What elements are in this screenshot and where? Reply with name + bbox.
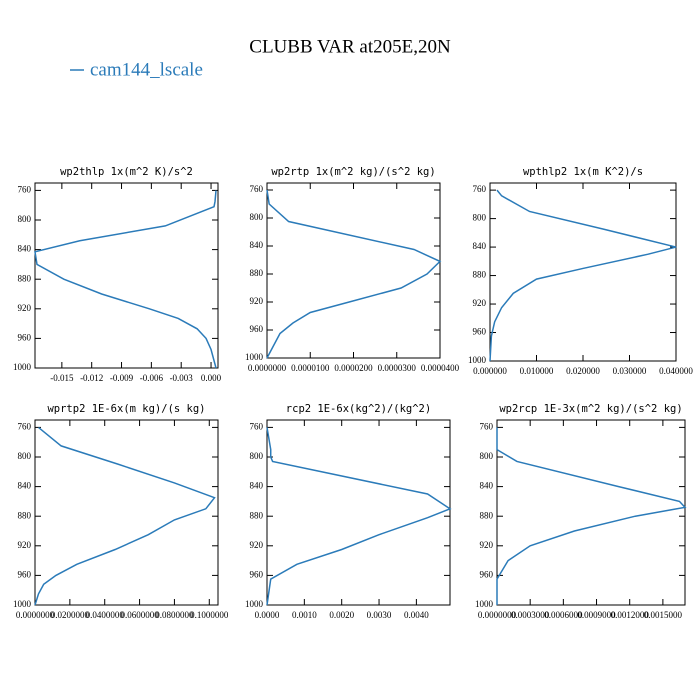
x-tick-label: 0.1000000: [190, 610, 229, 620]
y-tick-label: 760: [250, 421, 264, 431]
legend-label: cam144_lscale: [90, 59, 203, 80]
y-tick-label: 800: [18, 214, 32, 224]
y-tick-label: 920: [250, 296, 264, 306]
data-line: [489, 189, 677, 362]
y-tick-label: 800: [480, 451, 494, 461]
y-tick-label: 1000: [468, 355, 487, 365]
y-tick-label: 880: [250, 510, 264, 520]
y-tick-label: 800: [473, 213, 487, 223]
y-tick-label: 920: [473, 298, 487, 308]
y-tick-label: 880: [473, 270, 487, 280]
x-tick-label: 0.0010: [292, 610, 317, 620]
y-tick-label: 760: [473, 184, 487, 194]
x-tick-label: -0.015: [50, 373, 74, 383]
x-tick-label: 0.0200000: [51, 610, 90, 620]
panel-title: wpthlp2 1x(m K^2)/s: [523, 166, 643, 178]
y-tick-label: 920: [250, 540, 264, 550]
x-tick-label: 0.0003000: [511, 610, 550, 620]
x-tick-label: 0.0006000: [544, 610, 583, 620]
x-tick-label: 0.0009000: [577, 610, 616, 620]
y-tick-label: 960: [18, 569, 32, 579]
data-line: [266, 427, 452, 606]
y-tick-label: 840: [480, 481, 494, 491]
y-tick-label: 800: [18, 451, 32, 461]
plot-frame: [34, 182, 219, 369]
y-tick-label: 920: [18, 540, 32, 550]
y-tick-label: 960: [480, 569, 494, 579]
panel-title: wp2rcp 1E-3x(m^2 kg)/(s^2 kg): [499, 403, 682, 415]
x-tick-label: 0.010000: [520, 366, 554, 376]
figure-title: CLUBB VAR at205E,20N: [249, 36, 451, 57]
y-tick-label: 1000: [13, 362, 32, 372]
panel-title: rcp2 1E-6x(kg^2)/(kg^2): [286, 403, 431, 415]
x-tick-label: -0.006: [140, 373, 164, 383]
x-tick-label: -0.012: [80, 373, 103, 383]
data-line: [496, 427, 687, 605]
y-tick-label: 1000: [475, 599, 494, 609]
data-line: [266, 189, 442, 359]
x-tick-label: -0.009: [110, 373, 134, 383]
y-tick-label: 840: [250, 481, 264, 491]
y-tick-label: 760: [480, 421, 494, 431]
y-tick-label: 800: [250, 212, 264, 222]
x-tick-label: 0.0015000: [644, 610, 683, 620]
x-tick-label: 0.0040: [404, 610, 429, 620]
y-tick-label: 1000: [13, 599, 32, 609]
plot-frame: [266, 419, 451, 606]
y-tick-label: 760: [18, 184, 32, 194]
y-tick-label: 840: [18, 481, 32, 491]
y-tick-label: 840: [250, 240, 264, 250]
y-tick-label: 960: [18, 332, 32, 342]
y-tick-label: 920: [480, 540, 494, 550]
panel-title: wp2rtp 1x(m^2 kg)/(s^2 kg): [271, 166, 435, 178]
x-tick-label: 0.0800000: [155, 610, 194, 620]
data-line: [34, 426, 216, 606]
x-tick-label: 0.0000400: [421, 363, 460, 373]
x-tick-label: 0.0020: [329, 610, 354, 620]
y-tick-label: 1000: [245, 599, 264, 609]
x-tick-label: 0.0600000: [120, 610, 159, 620]
x-tick-label: -0.003: [170, 373, 194, 383]
y-tick-label: 840: [473, 241, 487, 251]
y-tick-label: 800: [250, 451, 264, 461]
x-tick-label: 0.030000: [613, 366, 647, 376]
y-tick-label: 760: [250, 184, 264, 194]
x-tick-label: 0.0000000: [478, 610, 517, 620]
panel-title: wp2thlp 1x(m^2 K)/s^2: [60, 166, 193, 178]
y-tick-label: 880: [480, 510, 494, 520]
x-tick-label: 0.0000200: [334, 363, 373, 373]
y-tick-label: 960: [473, 327, 487, 337]
x-tick-label: 0.040000: [659, 366, 693, 376]
y-tick-label: 1000: [245, 352, 264, 362]
y-tick-label: 840: [18, 244, 32, 254]
plot-frame: [34, 419, 219, 606]
y-tick-label: 920: [18, 303, 32, 313]
x-tick-label: 0.0030: [367, 610, 392, 620]
x-tick-label: 0.000: [201, 373, 222, 383]
y-tick-label: 760: [18, 421, 32, 431]
panel-title: wprtp2 1E-6x(m kg)/(s kg): [47, 403, 205, 415]
x-tick-label: 0.0012000: [611, 610, 650, 620]
x-tick-label: 0.000000: [473, 366, 507, 376]
x-tick-label: 0.0000300: [378, 363, 417, 373]
plot-frame: [496, 419, 686, 606]
data-line: [34, 190, 217, 369]
y-tick-label: 880: [18, 510, 32, 520]
x-tick-label: 0.020000: [566, 366, 600, 376]
y-tick-label: 880: [250, 268, 264, 278]
x-tick-label: 0.0000100: [291, 363, 330, 373]
x-tick-label: 0.0000: [255, 610, 280, 620]
x-tick-label: 0.0000000: [248, 363, 287, 373]
x-tick-label: 0.0000000: [16, 610, 55, 620]
y-tick-label: 880: [18, 273, 32, 283]
x-tick-label: 0.0400000: [86, 610, 125, 620]
y-tick-label: 960: [250, 324, 264, 334]
y-tick-label: 960: [250, 569, 264, 579]
